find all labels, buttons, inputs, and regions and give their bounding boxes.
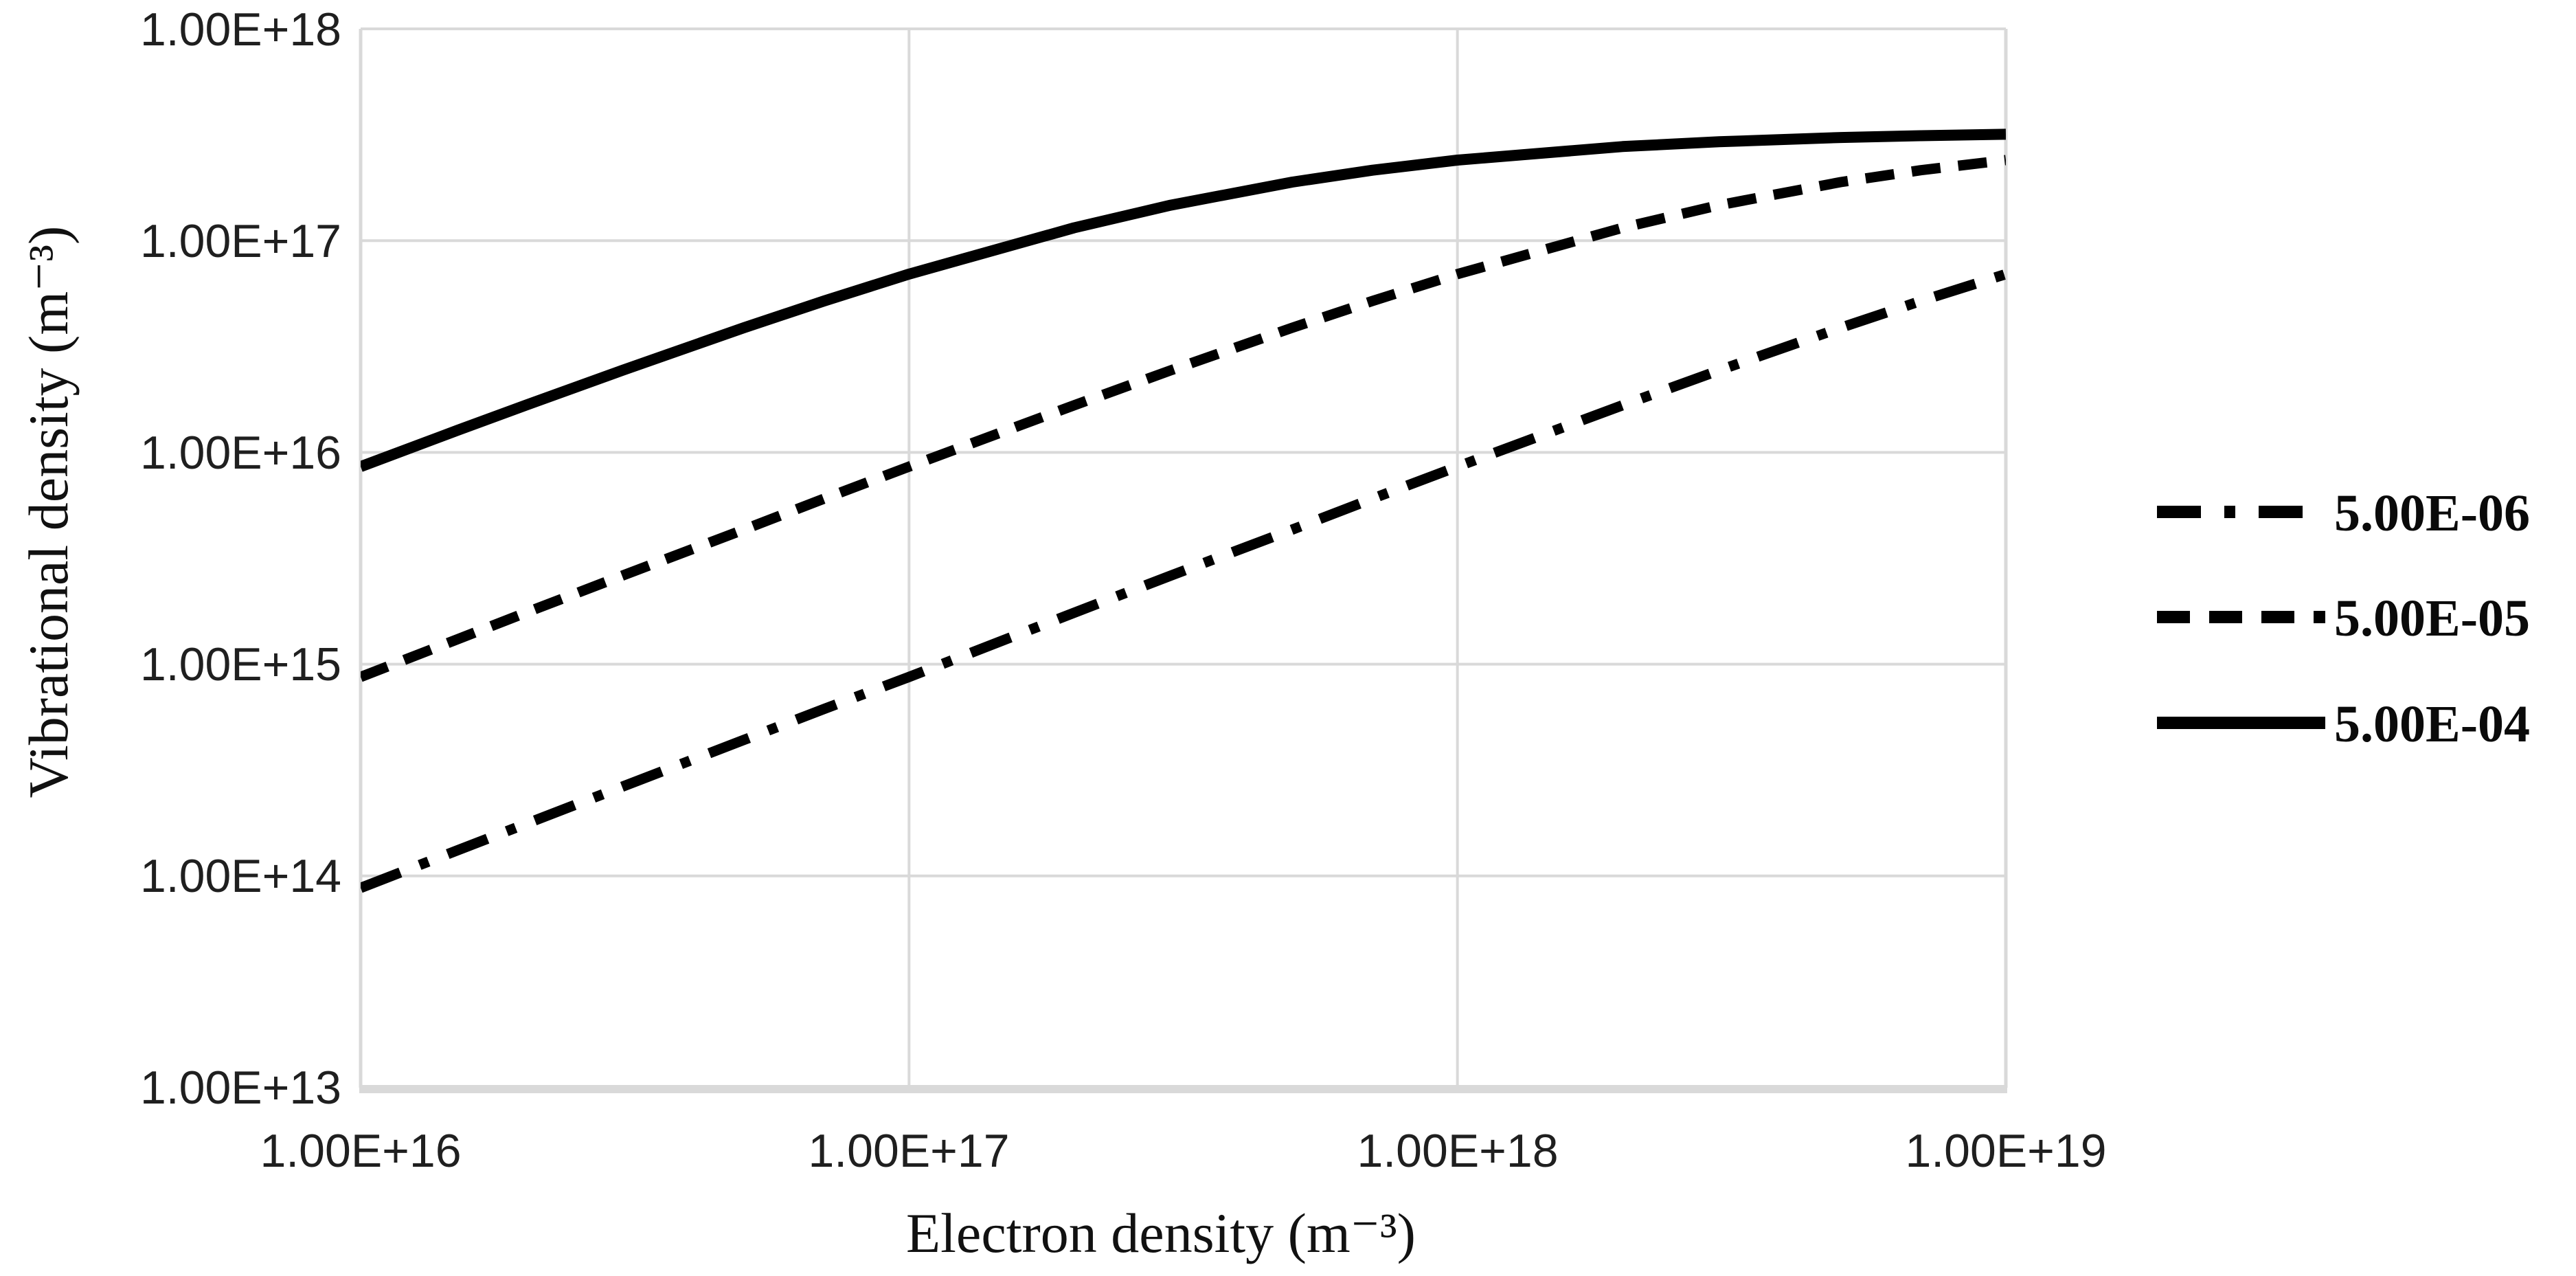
series-line-5.00E-06 <box>361 269 2006 893</box>
plot-border <box>359 29 2008 1093</box>
y-axis-tick-label: 1.00E+17 <box>140 215 341 267</box>
legend-item: 5.00E-04 <box>2157 695 2530 753</box>
y-axis-tick-label: 1.00E+13 <box>140 1062 341 1114</box>
legend-label: 5.00E-06 <box>2334 484 2530 542</box>
series-line-5.00E-05 <box>361 155 2006 682</box>
legend-item: 5.00E-05 <box>2157 590 2530 647</box>
series-lines <box>361 128 2006 893</box>
legend-label: 5.00E-05 <box>2334 590 2530 647</box>
x-axis-title: Electron density (m⁻³) <box>906 1202 1416 1264</box>
legend-item: 5.00E-06 <box>2157 484 2530 542</box>
x-axis-tick-label: 1.00E+16 <box>260 1125 461 1177</box>
x-axis-tick-label: 1.00E+17 <box>808 1125 1009 1177</box>
legend-label: 5.00E-04 <box>2334 695 2530 753</box>
x-axis-tick-label: 1.00E+19 <box>1905 1125 2106 1177</box>
y-axis-title: Vibrational density (m⁻³) <box>17 226 80 798</box>
plot-area <box>361 29 2006 1088</box>
x-axis-tick-label: 1.00E+18 <box>1357 1125 1558 1177</box>
y-axis-tick-label: 1.00E+16 <box>140 427 341 479</box>
y-axis-tick-label: 1.00E+18 <box>140 3 341 56</box>
series-line-5.00E-04 <box>361 128 2006 472</box>
legend: 5.00E-06 5.00E-05 5.00E-04 <box>2157 484 2530 753</box>
y-axis-tick-label: 1.00E+14 <box>140 850 341 902</box>
y-axis-tick-label: 1.00E+15 <box>140 638 341 691</box>
